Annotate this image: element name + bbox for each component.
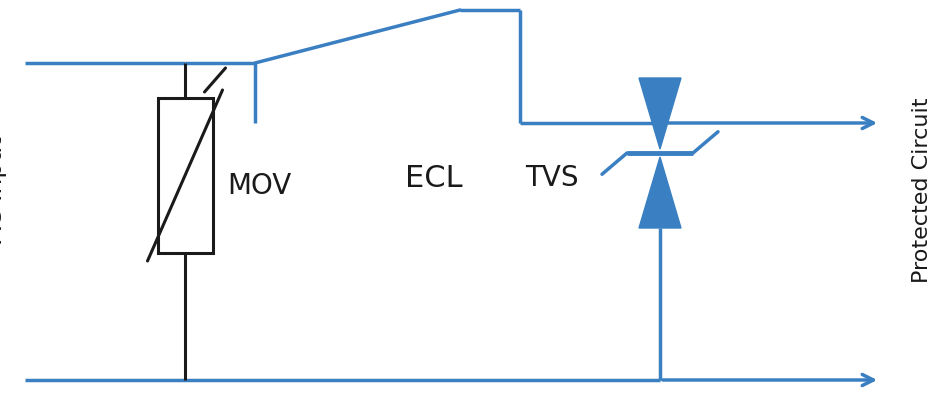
Text: MOV: MOV [227, 171, 291, 200]
Polygon shape [639, 157, 681, 228]
Polygon shape [639, 78, 681, 149]
Text: Protected Circuit: Protected Circuit [912, 97, 932, 283]
Text: TVS: TVS [525, 164, 578, 192]
Text: AC Input: AC Input [0, 137, 7, 244]
Text: ECL: ECL [405, 164, 462, 193]
Bar [157, 98, 212, 253]
